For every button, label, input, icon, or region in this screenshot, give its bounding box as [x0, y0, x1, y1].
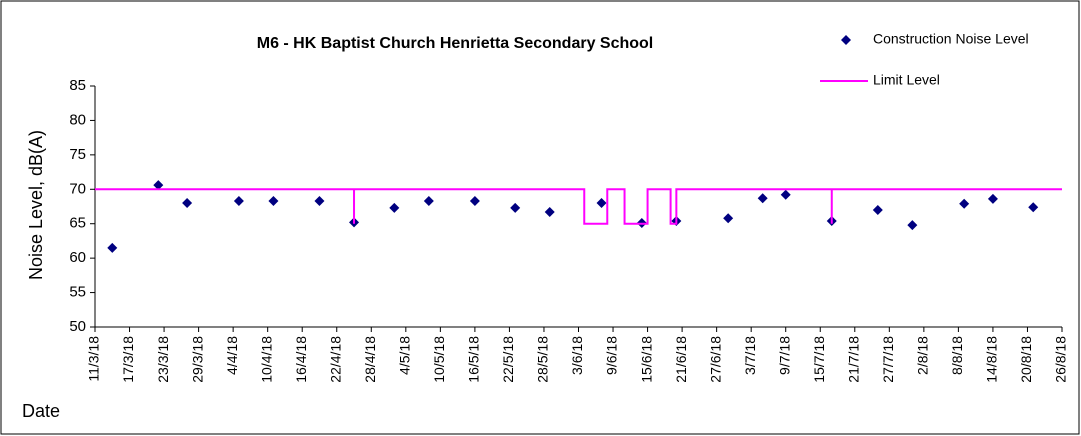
x-tick-label: 3/6/18: [569, 336, 585, 375]
y-tick-label: 55: [69, 284, 86, 301]
x-tick-label: 16/5/18: [466, 336, 482, 383]
x-tick-label: 27/7/18: [880, 336, 896, 383]
data-point: [469, 195, 480, 206]
data-point: [987, 193, 998, 204]
x-tick-label: 14/8/18: [984, 336, 1000, 383]
data-point: [959, 198, 970, 209]
x-tick-label: 10/5/18: [431, 336, 447, 383]
x-tick-label: 9/7/18: [776, 336, 792, 375]
data-point: [510, 202, 521, 213]
y-axis-title: Noise Level, dB(A): [26, 130, 46, 280]
x-tick-label: 27/6/18: [707, 336, 723, 383]
x-tick-label: 26/8/18: [1053, 336, 1069, 383]
data-point: [423, 195, 434, 206]
y-tick-label: 85: [69, 77, 86, 94]
legend-marker: [841, 35, 851, 45]
x-axis-title: Date: [22, 401, 60, 421]
y-tick-label: 75: [69, 146, 86, 163]
data-point: [872, 204, 883, 215]
data-point: [389, 202, 400, 213]
x-tick-label: 21/7/18: [845, 336, 861, 383]
x-tick-label: 4/5/18: [397, 336, 413, 375]
x-tick-label: 11/3/18: [86, 336, 102, 382]
data-point: [1028, 202, 1039, 213]
data-point: [182, 198, 193, 209]
x-tick-label: 22/4/18: [327, 336, 343, 383]
data-point: [268, 195, 279, 206]
x-tick-label: 15/6/18: [638, 336, 654, 383]
x-tick-label: 28/5/18: [535, 336, 551, 383]
data-point: [544, 207, 555, 218]
y-tick-label: 65: [69, 215, 86, 232]
data-point: [757, 193, 768, 204]
y-tick-label: 80: [69, 111, 86, 128]
x-tick-label: 4/4/18: [224, 336, 240, 375]
y-tick-label: 50: [69, 318, 86, 335]
limit-line: [95, 188, 1062, 225]
data-point: [780, 189, 791, 200]
chart-title: M6 - HK Baptist Church Henrietta Seconda…: [257, 35, 654, 52]
x-tick-label: 20/8/18: [1018, 336, 1034, 383]
legend-label: Construction Noise Level: [873, 31, 1029, 47]
x-tick-label: 16/4/18: [293, 336, 309, 383]
data-point: [723, 213, 734, 224]
x-tick-label: 8/8/18: [949, 336, 965, 375]
x-tick-label: 10/4/18: [258, 336, 274, 383]
x-tick-label: 21/6/18: [673, 336, 689, 383]
y-tick-label: 60: [69, 249, 86, 266]
data-point: [233, 195, 244, 206]
x-tick-label: 3/7/18: [742, 336, 758, 375]
y-tick-label: 70: [69, 180, 86, 197]
x-tick-label: 9/6/18: [604, 336, 620, 375]
x-tick-label: 23/3/18: [155, 336, 171, 383]
x-tick-label: 15/7/18: [811, 336, 827, 383]
x-tick-label: 29/3/18: [189, 336, 205, 383]
data-point: [153, 180, 164, 191]
data-point: [107, 242, 118, 253]
x-tick-label: 22/5/18: [500, 336, 516, 383]
legend-label: Limit Level: [873, 72, 940, 88]
data-point: [596, 198, 607, 209]
data-point: [314, 195, 325, 206]
x-tick-label: 28/4/18: [362, 336, 378, 383]
x-tick-label: 17/3/18: [120, 336, 136, 383]
data-point: [907, 220, 918, 231]
x-tick-label: 2/8/18: [915, 336, 931, 375]
